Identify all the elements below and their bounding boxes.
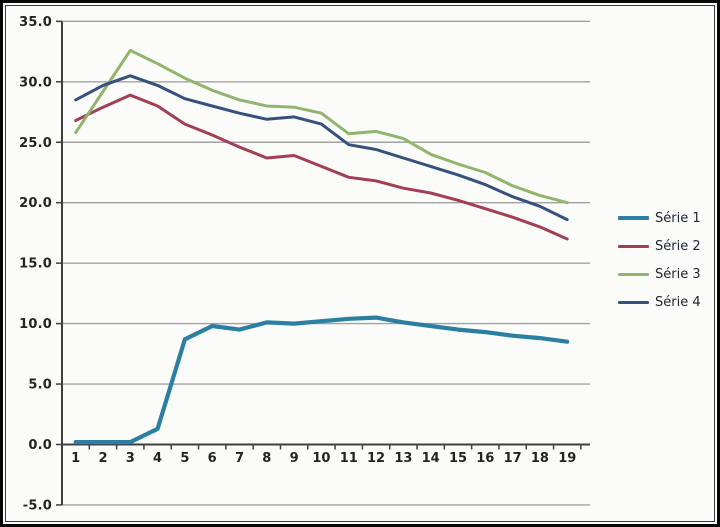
x-tick-label: 17 (504, 451, 522, 466)
x-tick-label: 2 (98, 451, 107, 466)
legend-label: Série 2 (655, 238, 701, 254)
legend-swatch (618, 244, 649, 248)
x-tick-label: 9 (290, 451, 299, 466)
y-tick-label: 20.0 (19, 196, 52, 211)
series-line-2 (74, 93, 569, 241)
legend-item: Série 4 (618, 288, 701, 316)
x-tick-label: 15 (449, 451, 467, 466)
y-tick-label: 5.0 (28, 378, 52, 393)
y-tick-label: 15.0 (19, 257, 52, 272)
legend-swatch (618, 300, 649, 304)
legend-label: Série 4 (655, 294, 701, 310)
x-tick-label: 3 (126, 451, 135, 466)
x-tick-label: 6 (208, 451, 217, 466)
x-tick-label: 11 (340, 451, 358, 466)
x-tick-label: 4 (153, 451, 162, 466)
x-tick-label: 10 (312, 451, 330, 466)
x-tick-label: 12 (367, 451, 385, 466)
y-tick-label: 10.0 (19, 317, 52, 332)
series-line-4 (74, 74, 569, 222)
y-tick-label: 35.0 (19, 15, 52, 30)
y-tick-label: -5.0 (23, 498, 52, 513)
x-tick-label: 18 (531, 451, 549, 466)
legend-item: Série 3 (618, 260, 701, 288)
series-line-1 (73, 315, 570, 445)
x-tick-label: 16 (476, 451, 494, 466)
legend-swatch (618, 216, 649, 220)
x-tick-label: 1 (71, 451, 80, 466)
legend-item: Série 1 (618, 204, 701, 232)
legend-swatch (618, 272, 649, 276)
x-tick-label: 8 (262, 451, 271, 466)
y-tick-label: 30.0 (19, 75, 52, 90)
legend-label: Série 1 (655, 210, 701, 226)
legend: Série 1 Série 2 Série 3 Série 4 (618, 204, 701, 316)
x-tick-label: 7 (235, 451, 244, 466)
x-tick-label: 13 (394, 451, 412, 466)
series-line-3 (74, 48, 569, 205)
x-tick-label: 19 (558, 451, 576, 466)
y-tick-label: 0.0 (28, 438, 52, 453)
x-tick-label: 14 (422, 451, 440, 466)
x-tick-label: 5 (180, 451, 189, 466)
y-tick-label: 25.0 (19, 136, 52, 151)
legend-item: Série 2 (618, 232, 701, 260)
legend-label: Série 3 (655, 266, 701, 282)
